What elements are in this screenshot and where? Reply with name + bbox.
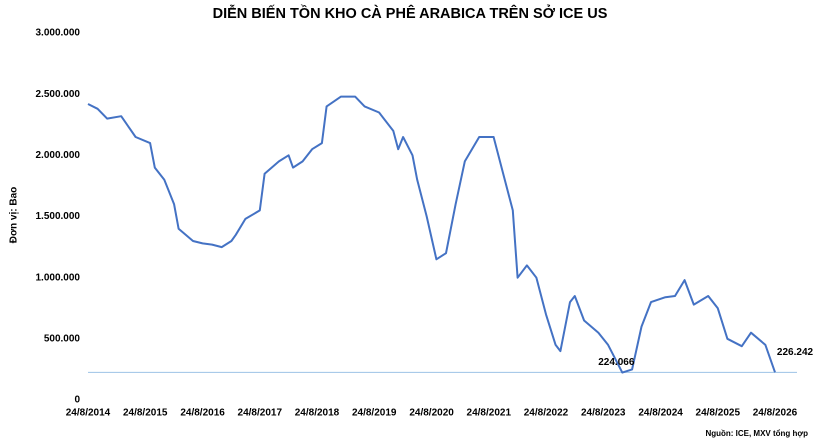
- x-tick-label: 24/8/2023: [581, 408, 626, 419]
- y-axis-label: Đơn vị: Bao: [9, 187, 20, 244]
- x-tick-label: 24/8/2026: [753, 408, 798, 419]
- value-label: 226.242: [777, 347, 814, 358]
- x-tick-label: 24/8/2024: [638, 408, 683, 419]
- chart-title: DIỄN BIẾN TỒN KHO CÀ PHÊ ARABICA TRÊN SỞ…: [213, 4, 608, 22]
- x-tick-label: 24/8/2015: [123, 408, 168, 419]
- x-tick-label: 24/8/2021: [467, 408, 512, 419]
- y-tick-label: 1.500.000: [36, 211, 81, 222]
- data-line: [87, 95, 776, 374]
- x-tick-label: 24/8/2016: [180, 408, 225, 419]
- x-tick-label: 24/8/2018: [295, 408, 340, 419]
- x-tick-label: 24/8/2017: [238, 408, 283, 419]
- y-tick-label: 500.000: [44, 333, 81, 344]
- y-tick-label: 2.500.000: [36, 89, 81, 100]
- x-tick-label: 24/8/2020: [409, 408, 454, 419]
- x-tick-label: 24/8/2025: [696, 408, 741, 419]
- y-tick-label: 1.000.000: [36, 272, 81, 283]
- source: Nguồn: ICE, MXV tổng hợp: [705, 429, 808, 438]
- y-tick-label: 2.000.000: [36, 150, 81, 161]
- y-tick-label: 3.000.000: [36, 28, 81, 39]
- value-label: 224.066: [598, 357, 635, 368]
- x-tick-label: 24/8/2014: [66, 408, 111, 419]
- x-tick-label: 24/8/2022: [524, 408, 569, 419]
- x-tick-label: 24/8/2019: [352, 408, 397, 419]
- y-tick-label: 0: [74, 395, 80, 406]
